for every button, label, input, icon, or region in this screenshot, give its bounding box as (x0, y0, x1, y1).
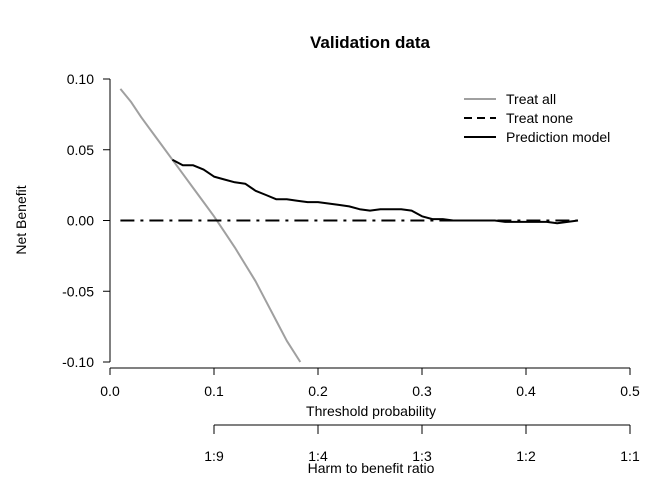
x-tick-label: 0.2 (308, 383, 328, 399)
series-treat-all (119, 88, 302, 363)
y-tick-label: -0.10 (62, 354, 94, 370)
x-tick-label: 0.0 (100, 383, 120, 399)
secondary-tick-label: 1:4 (308, 448, 328, 464)
legend-label-treat-none: Treat none (506, 110, 573, 126)
axes: 0.10 0.05 0.00 -0.05 -0.10 0.0 0.1 0.2 0.3 0.4 0.5… (62, 71, 640, 464)
y-tick-label: 0.00 (67, 213, 94, 229)
x-tick-label: 0.1 (204, 383, 224, 399)
y-tick-label: -0.05 (62, 283, 94, 299)
series-prediction-model (171, 158, 579, 225)
chart-title: Validation data (310, 33, 431, 52)
x-tick-label: 0.3 (412, 383, 432, 399)
y-tick-label: 0.05 (67, 142, 94, 158)
legend-label-treat-all: Treat all (506, 91, 556, 107)
series-layer (119, 88, 579, 363)
y-tick-label: 0.10 (67, 71, 94, 87)
legend: Treat all Treat none Prediction model (464, 91, 610, 145)
secondary-axis-label: Harm to benefit ratio (308, 460, 435, 476)
x-axis-label: Threshold probability (306, 403, 436, 419)
secondary-tick-label: 1:3 (412, 448, 432, 464)
y-axis-label: Net Benefit (13, 185, 29, 254)
secondary-tick-label: 1:1 (620, 448, 640, 464)
secondary-tick-label: 1:2 (516, 448, 536, 464)
legend-label-prediction-model: Prediction model (506, 129, 610, 145)
x-tick-label: 0.5 (620, 383, 640, 399)
secondary-tick-label: 1:9 (204, 448, 224, 464)
x-tick-label: 0.4 (516, 383, 536, 399)
